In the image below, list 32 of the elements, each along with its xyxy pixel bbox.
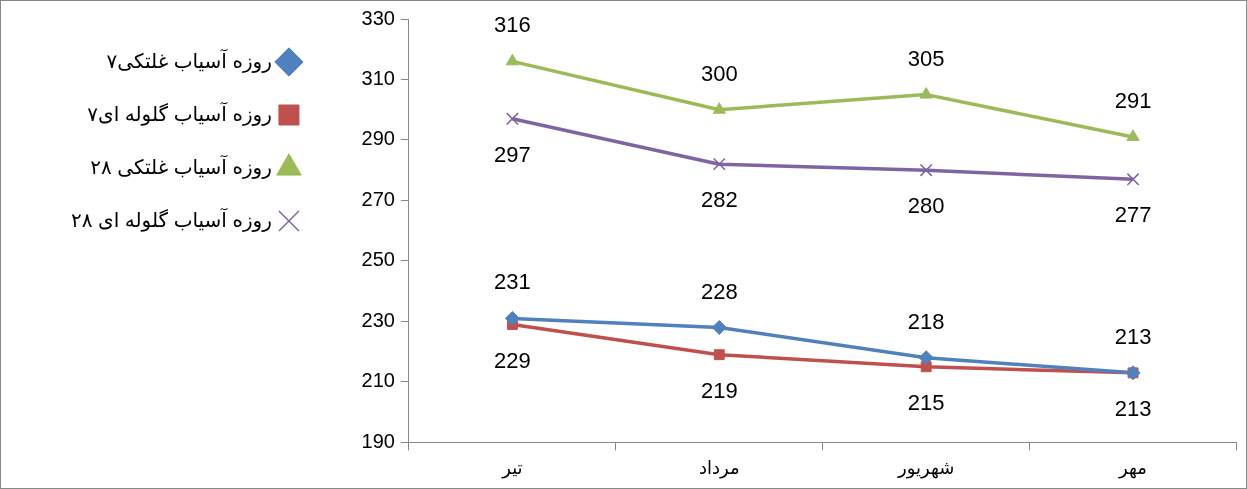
data-label: 228 (700, 278, 738, 304)
y-tick-label: 230 (361, 308, 395, 331)
data-label: 305 (907, 45, 945, 71)
y-tick-label: 330 (361, 6, 395, 29)
y-tick-label: 310 (361, 67, 395, 89)
x-tick-label: مهر (1118, 458, 1147, 480)
data-label: 280 (907, 193, 945, 219)
legend-label: ۲۸ روزه آسیاب غلتکی (90, 153, 272, 179)
data-label: 219 (700, 377, 738, 403)
data-label: 213 (1114, 395, 1152, 421)
data-label: 231 (494, 269, 531, 295)
y-tick-label: 210 (361, 369, 395, 392)
y-tick-label: 270 (361, 187, 395, 210)
data-label: 229 (494, 347, 531, 373)
y-tick-label: 190 (361, 429, 395, 452)
legend-label: ۲۸ روزه آسیاب گلوله ای (70, 206, 272, 232)
y-tick-label: 250 (361, 248, 395, 271)
y-tick-label: 290 (361, 127, 395, 150)
legend-label: ۷روزه آسیاب گلوله ای (87, 100, 272, 126)
legend-label: ۷روزه آسیاب غلتکی (106, 47, 272, 73)
x-tick-label: تیر (501, 458, 523, 480)
data-label: 282 (700, 187, 738, 213)
data-label: 291 (1114, 88, 1152, 114)
data-label: 297 (494, 141, 531, 167)
data-label: 215 (907, 389, 945, 415)
data-label: 277 (1114, 202, 1152, 228)
data-label: 300 (700, 60, 738, 86)
data-label: 213 (1114, 323, 1152, 349)
data-label: 218 (907, 308, 945, 334)
data-label: 316 (494, 12, 531, 38)
x-tick-label: مرداد (698, 458, 740, 480)
x-tick-label: شهریور (897, 458, 955, 480)
